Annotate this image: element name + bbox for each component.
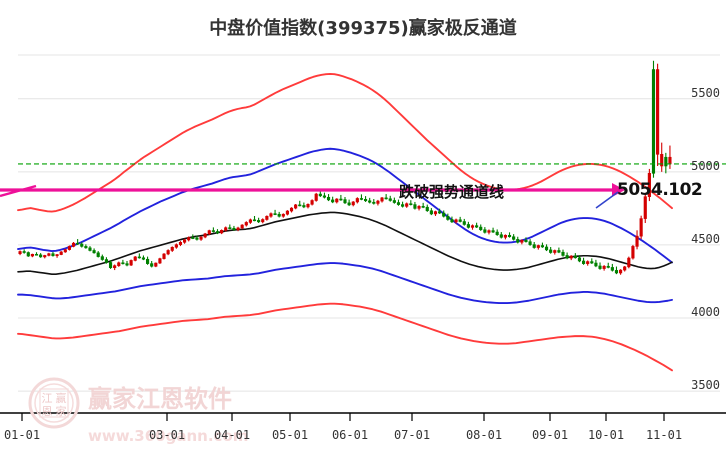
x-tick-label: 05-01	[271, 428, 309, 442]
x-tick-label: 07-01	[393, 428, 431, 442]
band-series-2	[17, 211, 673, 275]
annotation-arrow	[0, 183, 625, 209]
y-tick-label: 4000	[691, 305, 720, 319]
band-series-3	[17, 262, 673, 305]
svg-text:恩: 恩	[42, 405, 53, 418]
svg-text:赢: 赢	[56, 391, 67, 405]
page-title: 中盘价值指数(399375)赢家极反通道	[209, 18, 517, 39]
x-tick-label: 10-01	[587, 428, 625, 442]
x-axis	[0, 412, 726, 421]
band-series-4	[17, 302, 673, 372]
band-series-1	[17, 147, 673, 264]
x-tick-label: 01-01	[3, 428, 41, 442]
site-url-watermark: www.360gann.com	[88, 427, 249, 445]
x-tick-label: 06-01	[331, 428, 369, 442]
svg-text:家: 家	[56, 404, 67, 418]
x-tick-label: 04-01	[213, 428, 251, 442]
price-callout-label: 5054.102	[617, 180, 703, 200]
gridlines	[18, 54, 720, 392]
y-tick-label: 5500	[691, 85, 720, 100]
x-tick-label: 03-01	[148, 428, 186, 442]
x-tick-label: 11-01	[645, 428, 683, 442]
band-series-0	[17, 72, 673, 213]
channel-break-annotation: 跌破强势通道线	[399, 183, 505, 201]
brand-seal-watermark: 江 赢 恩 家	[28, 377, 80, 429]
channel-bands	[17, 72, 673, 372]
y-tick-label: 3500	[691, 378, 720, 393]
brand-watermark-text: 赢家江恩软件	[88, 385, 232, 413]
candlesticks	[18, 60, 672, 275]
svg-text:江: 江	[42, 392, 53, 405]
y-tick-label: 4500	[691, 231, 720, 246]
x-tick-label: 08-01	[465, 428, 503, 442]
y-tick-label: 5000	[691, 158, 720, 173]
x-tick-label: 09-01	[531, 428, 569, 442]
